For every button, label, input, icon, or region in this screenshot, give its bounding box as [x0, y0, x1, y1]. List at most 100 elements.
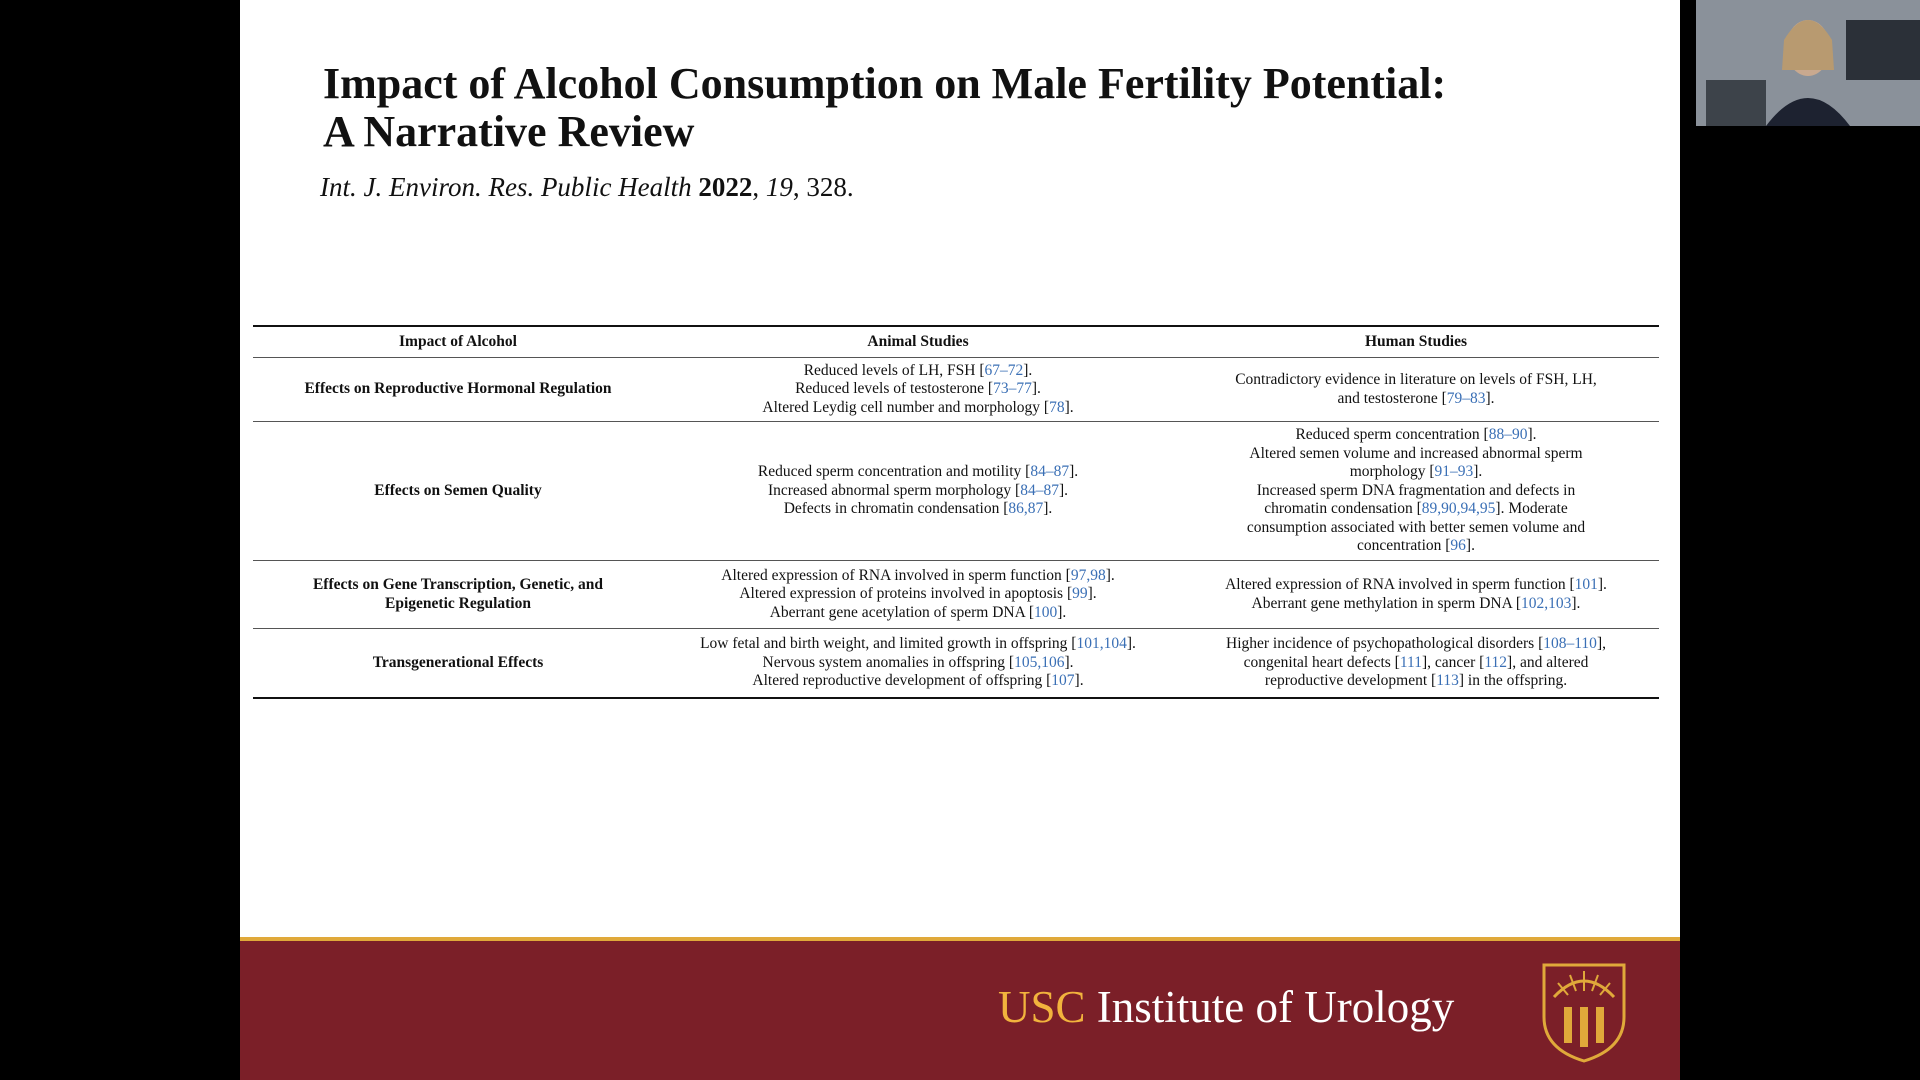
text: Altered expression of proteins involved … — [739, 585, 1073, 603]
text: Reduced levels of LH, FSH [ — [803, 361, 985, 379]
cell-line: Increased abnormal sperm morphology [84–… — [663, 482, 1173, 501]
reference: 105,106 — [1014, 653, 1065, 671]
table-row: Effects on Gene Transcription, Genetic, … — [253, 561, 1659, 629]
text: ]. — [1485, 389, 1495, 407]
text: congenital heart defects [ — [1243, 653, 1400, 671]
table-row: Effects on Semen Quality Reduced sperm co… — [253, 422, 1659, 561]
cell-line: Altered expression of RNA involved in sp… — [1173, 576, 1659, 595]
text: Increased sperm DNA fragmentation and de… — [1256, 481, 1576, 499]
cell-line: Defects in chromatin condensation [86,87… — [663, 500, 1173, 519]
text: Reduced sperm concentration and motility… — [757, 463, 1031, 481]
cell-line: Higher incidence of psychopathological d… — [1173, 635, 1659, 654]
text: ]. — [1069, 463, 1079, 481]
cell-line: Contradictory evidence in literature on … — [1173, 371, 1659, 390]
text: ]. — [1043, 500, 1053, 518]
cell-line: chromatin condensation [89,90,94,95]. Mo… — [1173, 500, 1659, 519]
text: ]. — [1087, 585, 1097, 603]
cell-line: concentration [96]. — [1173, 537, 1659, 556]
text: ]. — [1064, 398, 1074, 416]
text: ]. Moderate — [1495, 500, 1568, 518]
label-line: Effects on Reproductive Hormonal Regulat… — [304, 380, 612, 398]
text: ]. — [1465, 537, 1475, 555]
reference: 73–77 — [993, 380, 1032, 398]
reference: 78 — [1049, 398, 1065, 416]
reference: 101 — [1574, 576, 1598, 593]
table-row: Effects on Reproductive Hormonal Regulat… — [253, 358, 1659, 422]
cell-line: Altered Leydig cell number and morpholog… — [663, 399, 1173, 418]
reference: 100 — [1033, 603, 1058, 621]
table: Impact of Alcohol Animal Studies Human Stu… — [253, 325, 1659, 699]
year: 2022 — [698, 172, 753, 202]
text: Altered expression of RNA involved in sp… — [1225, 576, 1575, 593]
text: concentration [ — [1357, 537, 1451, 555]
webcam-thumbnail — [1696, 0, 1920, 126]
separator: , — [752, 172, 766, 202]
text: ]. — [1571, 594, 1581, 612]
row-label: Effects on Reproductive Hormonal Regulat… — [253, 380, 663, 399]
table-row: Transgenerational Effects Low fetal and b… — [253, 629, 1659, 697]
text: ]. — [1597, 576, 1607, 593]
label-line: Transgenerational Effects — [372, 653, 544, 671]
text: ]. — [1023, 361, 1033, 379]
cell-line: consumption associated with better semen… — [1173, 519, 1659, 538]
cell-line: Altered reproductive development of offs… — [663, 672, 1173, 691]
cell-line: Aberrant gene methylation in sperm DNA [… — [1173, 595, 1659, 614]
text: ]. — [1058, 481, 1069, 499]
text: consumption associated with better semen… — [1246, 518, 1586, 536]
text: ]. — [1031, 380, 1041, 398]
animal-cell: Altered expression of RNA involved in sp… — [663, 567, 1173, 623]
text: ]. — [1105, 566, 1115, 584]
slide: Impact of Alcohol Consumption on Male Fe… — [240, 0, 1680, 1080]
reference: 89,90,94,95 — [1421, 500, 1496, 518]
cell-line: morphology [91–93]. — [1173, 463, 1659, 482]
text: ]. — [1527, 426, 1537, 444]
usc: USC — [998, 982, 1086, 1032]
cell-line: Altered expression of proteins involved … — [663, 585, 1173, 604]
text: and testosterone [ — [1337, 389, 1447, 407]
reference: 88–90 — [1488, 426, 1528, 444]
reference: 102,103 — [1521, 594, 1572, 612]
cell-line: Reduced levels of LH, FSH [67–72]. — [663, 362, 1173, 381]
institute: Institute of Urology — [1085, 982, 1455, 1032]
reference: 67–72 — [984, 361, 1024, 379]
text: ]. — [1057, 603, 1067, 621]
label-line: Effects on Semen Quality — [374, 481, 542, 499]
text: Aberrant gene acetylation of sperm DNA [ — [769, 603, 1034, 621]
title-line: A Narrative Review — [323, 107, 695, 156]
text: ], — [1596, 635, 1606, 653]
text: Contradictory evidence in literature on … — [1235, 371, 1597, 388]
cell-line: Increased sperm DNA fragmentation and de… — [1173, 482, 1659, 501]
shield-logo — [1542, 963, 1626, 1063]
text: Higher incidence of psychopathological d… — [1226, 635, 1544, 653]
text: Increased abnormal sperm morphology [ — [767, 481, 1021, 499]
human-cell: Contradictory evidence in literature on … — [1173, 371, 1659, 408]
text: Defects in chromatin condensation [ — [783, 500, 1009, 518]
reference: 99 — [1072, 585, 1088, 603]
animal-cell: Low fetal and birth weight, and limited … — [663, 635, 1173, 691]
header-cell: Human Studies — [1364, 332, 1468, 350]
row-label: Effects on Gene Transcription, Genetic, … — [253, 576, 663, 613]
animal-cell: Reduced sperm concentration and motility… — [663, 463, 1173, 519]
cell-line: Nervous system anomalies in offspring [1… — [663, 654, 1173, 673]
reference: 113 — [1436, 672, 1459, 690]
journal: Int. J. Environ. Res. Public Health — [320, 172, 699, 202]
reference: 101,104 — [1076, 635, 1127, 653]
text: chromatin condensation [ — [1264, 500, 1422, 518]
volume: 19 — [765, 172, 793, 202]
cell-line: Reduced sperm concentration [88–90]. — [1173, 426, 1659, 445]
human-cell: Reduced sperm concentration [88–90]. Alte… — [1173, 426, 1659, 556]
header-cell: Animal Studies — [867, 332, 969, 350]
label-line: Effects on Gene Transcription, Genetic, … — [312, 576, 604, 593]
text: Reduced sperm concentration [ — [1295, 426, 1489, 444]
row-label: Effects on Semen Quality — [253, 482, 663, 501]
reference: 84–87 — [1030, 463, 1070, 481]
cell-line: Low fetal and birth weight, and limited … — [663, 635, 1173, 654]
cell-line: reproductive development [113] in the of… — [1173, 672, 1659, 691]
header-row: Impact of Alcohol Animal Studies Human Stu… — [253, 327, 1659, 358]
cell-line: Altered semen volume and increased abnor… — [1173, 445, 1659, 464]
reference: 84–87 — [1020, 481, 1059, 499]
reference: 86,87 — [1008, 500, 1044, 518]
text: Low fetal and birth weight, and limited … — [700, 635, 1077, 653]
reference: 111 — [1399, 653, 1422, 671]
